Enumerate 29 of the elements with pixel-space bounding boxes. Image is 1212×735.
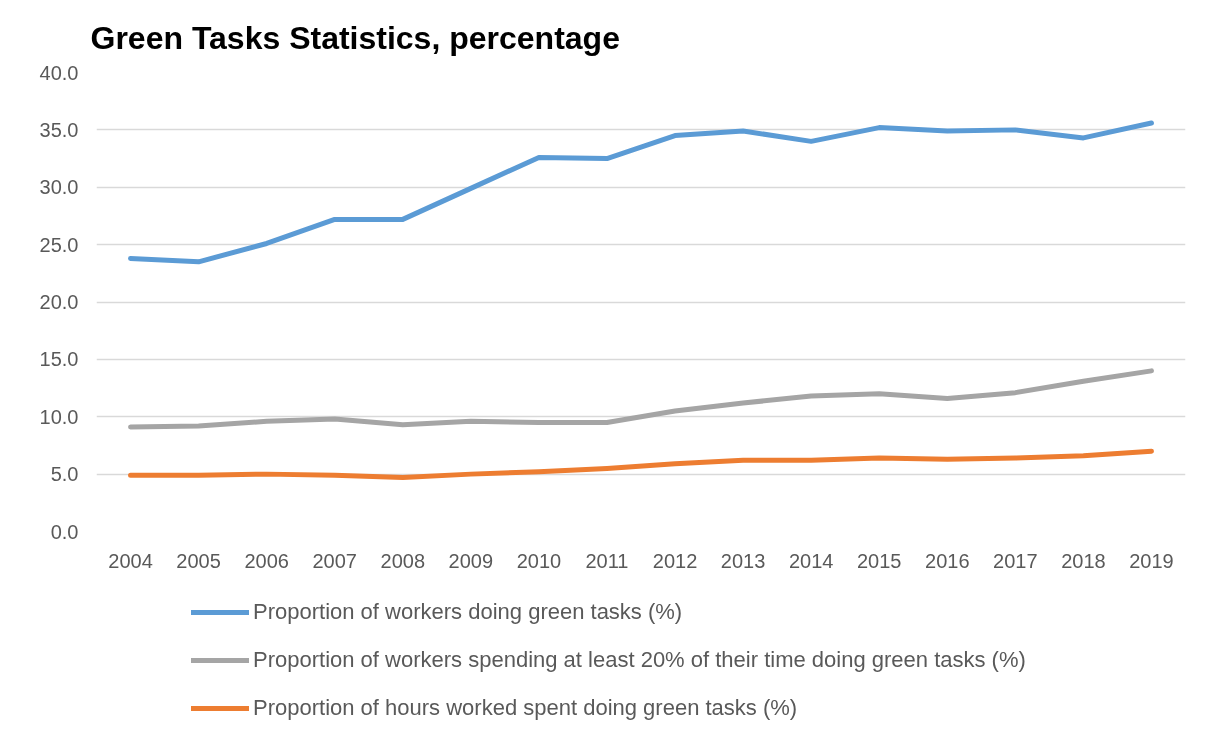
y-tick-label: 15.0 [39, 348, 79, 371]
x-tick-label: 2007 [312, 549, 357, 572]
y-tick-label: 25.0 [39, 233, 79, 256]
x-tick-label: 2014 [788, 549, 834, 572]
x-tick-label: 2006 [244, 549, 289, 572]
y-tick-label: 20.0 [39, 291, 79, 313]
x-tick-label: 2004 [108, 549, 153, 572]
chart-title: Green Tasks Statistics, percentage [90, 19, 620, 56]
x-tick-label: 2008 [380, 549, 426, 572]
x-tick-label: 2017 [993, 549, 1038, 572]
x-tick-label: 2011 [585, 549, 629, 572]
x-tick-label: 2015 [856, 549, 902, 572]
y-tick-label: 10.0 [39, 405, 79, 428]
x-tick-label: 2009 [448, 549, 494, 572]
y-tick-label: 35.0 [39, 118, 79, 141]
legend-label: Proportion of hours worked spent doing green tasks (%) [253, 695, 798, 721]
x-tick-label: 2013 [720, 549, 766, 572]
y-tick-label: 5.0 [50, 463, 79, 486]
x-tick-label: 2016 [925, 549, 970, 572]
legend-label: Proportion of workers spending at least 20% of their time doing green tasks (%) [253, 647, 1026, 673]
legend-label: Proportion of workers doing green tasks (%) [253, 599, 683, 625]
x-tick-label: 2018 [1061, 549, 1106, 572]
y-tick-label: 0.0 [50, 520, 79, 543]
y-tick-label: 40.0 [39, 61, 79, 84]
x-tick-label: 2019 [1129, 549, 1174, 572]
x-tick-label: 2005 [176, 549, 221, 572]
y-tick-label: 30.0 [39, 176, 79, 199]
x-tick-label: 2012 [652, 549, 698, 572]
x-tick-label: 2010 [516, 549, 562, 572]
